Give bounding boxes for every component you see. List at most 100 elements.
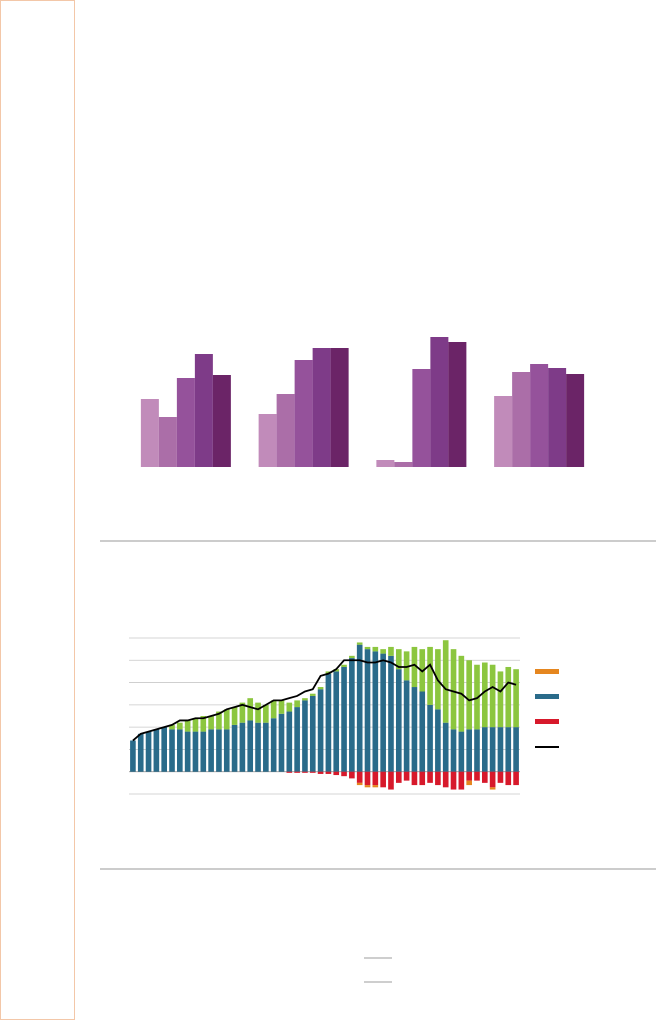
bar-segment — [403, 771, 410, 781]
bar-segment — [349, 658, 355, 772]
bar-segment — [263, 722, 269, 772]
bar-segment — [481, 662, 488, 728]
bar-segment — [309, 771, 316, 773]
bar-segment — [513, 771, 519, 786]
bar-segment — [442, 640, 449, 723]
bar — [530, 364, 549, 467]
bar-segment — [411, 646, 418, 688]
sidebar — [0, 0, 75, 1020]
bar-segment — [481, 727, 488, 772]
bar-segment — [442, 722, 449, 772]
bar-segment — [450, 771, 457, 790]
bar-segment — [294, 707, 300, 772]
bar-segment — [286, 771, 293, 773]
bar-segment — [177, 729, 183, 772]
bar-segment — [200, 731, 207, 772]
bar — [276, 394, 295, 467]
bar-segment — [466, 729, 472, 772]
bar — [294, 360, 313, 467]
bar-segment — [231, 724, 238, 772]
bar-segment — [458, 731, 465, 772]
bar-segment — [153, 729, 160, 772]
bar-segment — [349, 771, 355, 779]
bar-segment — [395, 649, 402, 670]
bar-segment — [489, 727, 496, 772]
bar-segment — [278, 713, 285, 772]
bar-segment — [466, 771, 472, 781]
bar-segment — [427, 771, 433, 783]
bar-segment — [247, 698, 254, 721]
bar-segment — [364, 771, 371, 786]
bar-segment — [450, 649, 457, 730]
bar-segment — [302, 771, 308, 773]
legend-swatch — [535, 694, 559, 699]
bar-segment — [466, 660, 472, 730]
bar-segment — [247, 720, 254, 772]
bar — [494, 396, 513, 467]
bar-segment — [309, 695, 316, 772]
bar-segment — [489, 787, 496, 790]
bar-segment — [497, 771, 504, 783]
bar-segment — [356, 642, 363, 645]
bar — [376, 460, 395, 467]
bar-segment — [169, 729, 175, 772]
bar-segment — [380, 653, 386, 772]
bar-segment — [192, 718, 199, 732]
bar-segment — [263, 704, 269, 723]
bar-segment — [333, 671, 340, 772]
bar-segment — [200, 716, 207, 732]
bar-segment — [466, 780, 472, 786]
bar-segment — [239, 702, 246, 723]
bar-segment — [255, 702, 261, 723]
line — [132, 659, 517, 742]
bar-segment — [505, 666, 512, 728]
bar-segment — [161, 727, 168, 772]
bar-segment — [349, 655, 355, 659]
bar-segment — [325, 673, 332, 772]
bar-segment — [497, 727, 504, 772]
bar-segment — [388, 646, 394, 656]
bar-segment — [372, 646, 379, 652]
bar-segment — [325, 671, 332, 674]
bar-segment — [169, 724, 175, 730]
bar-segment — [497, 671, 504, 728]
bar-segment — [317, 687, 324, 690]
bar-segment — [325, 771, 332, 774]
bar-segment — [130, 740, 136, 772]
legend-swatch — [535, 719, 559, 724]
bar-segment — [458, 771, 465, 790]
bar-segment — [513, 669, 519, 728]
bar-segment — [427, 704, 433, 772]
bar-segment — [403, 680, 410, 772]
bar-segment — [294, 771, 300, 773]
bar — [140, 399, 159, 467]
bar — [548, 368, 567, 467]
bar-segment — [372, 651, 379, 772]
bar-segment — [208, 716, 214, 730]
bar-segment — [184, 731, 191, 772]
bar-segment — [333, 771, 340, 776]
bar — [430, 337, 449, 467]
bar-segment — [419, 691, 426, 772]
bar — [448, 342, 467, 467]
bar-segment — [177, 722, 183, 730]
bar-segment — [278, 700, 285, 714]
bar-segment — [341, 771, 347, 777]
bar-segment — [216, 729, 222, 772]
bar-segment — [302, 700, 308, 772]
bar-segment — [364, 646, 371, 650]
bar — [412, 369, 431, 467]
legend-swatch — [535, 669, 559, 674]
bar-segment — [372, 771, 379, 786]
bar-segment — [184, 720, 191, 732]
bar-segment — [192, 731, 199, 772]
bar-segment — [450, 729, 457, 772]
bar-segment — [286, 702, 293, 712]
bar-segment — [380, 649, 386, 654]
bar-segment — [435, 709, 441, 772]
bar — [176, 378, 195, 467]
bar-segment — [388, 655, 394, 772]
bar — [512, 372, 531, 467]
bar-segment — [356, 782, 363, 786]
bar-segment — [270, 700, 277, 719]
